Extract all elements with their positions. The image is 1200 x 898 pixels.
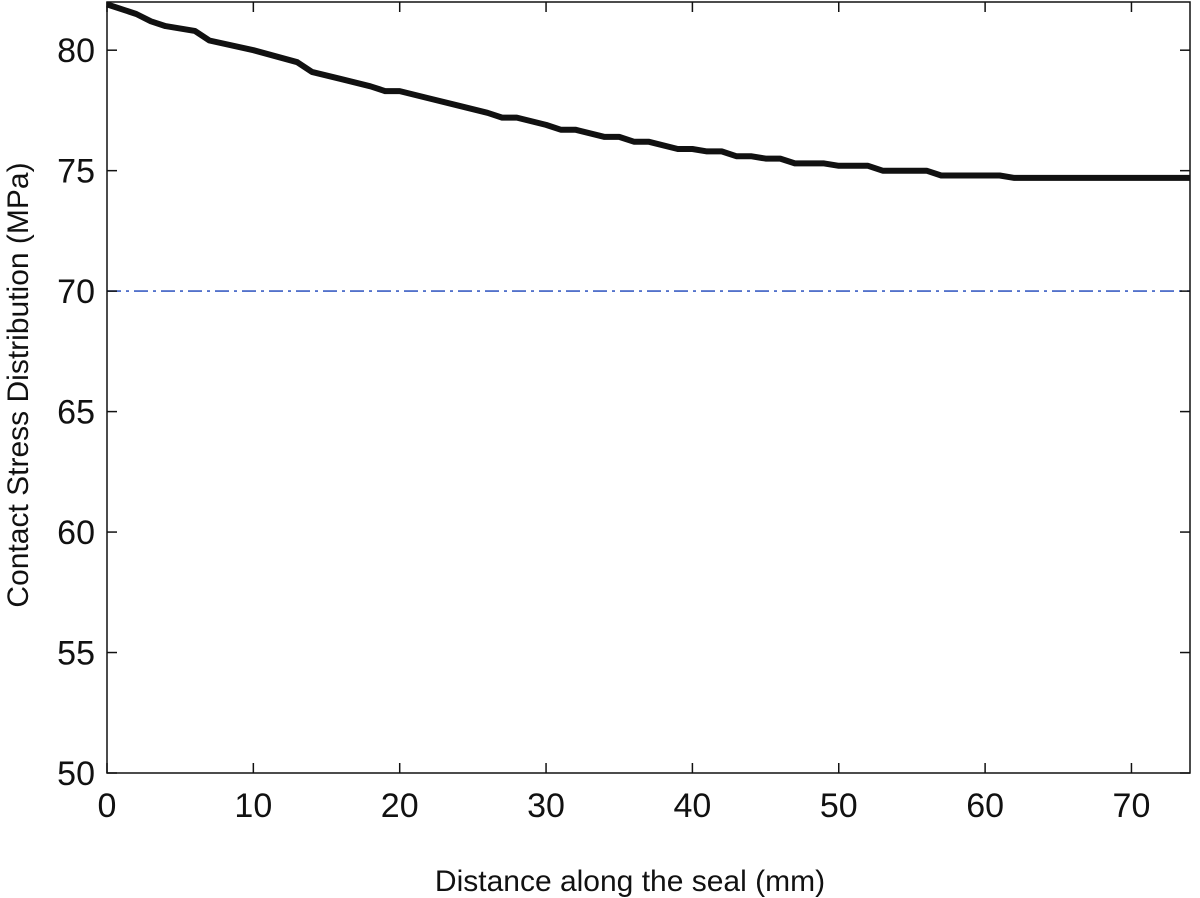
series-layer [106, 1, 1190, 292]
y-tick-label: 50 [57, 755, 95, 793]
x-tick-label: 10 [234, 787, 272, 825]
x-tick-label: 60 [966, 787, 1004, 825]
axes [106, 1, 1191, 774]
y-tick-label: 80 [57, 32, 95, 70]
x-tick-label: 40 [673, 787, 711, 825]
y-tick-label: 70 [57, 273, 95, 311]
y-tick-label: 60 [57, 514, 95, 552]
x-tick-label: 70 [1113, 787, 1151, 825]
plot-background [107, 2, 1190, 773]
ticks [106, 2, 1190, 774]
x-tick-label: 50 [820, 787, 858, 825]
x-tick-label: 30 [527, 787, 565, 825]
stress-line [106, 1, 1190, 181]
y-tick-label: 55 [57, 635, 95, 673]
x-tick-label: 20 [381, 787, 419, 825]
y-tick-label: 75 [57, 153, 95, 191]
plot-area [107, 2, 1190, 773]
tick-labels: 0 10 20 30 40 50 60 70 50 55 60 65 70 75 80 [57, 32, 1150, 825]
x-tick-label: 0 [98, 787, 117, 825]
y-tick-label: 65 [57, 394, 95, 432]
y-axis-title: Contact Stress Distribution (MPa) [2, 162, 35, 607]
axes-box [106, 1, 1191, 774]
x-axis-title: Distance along the seal (mm) [435, 865, 825, 898]
